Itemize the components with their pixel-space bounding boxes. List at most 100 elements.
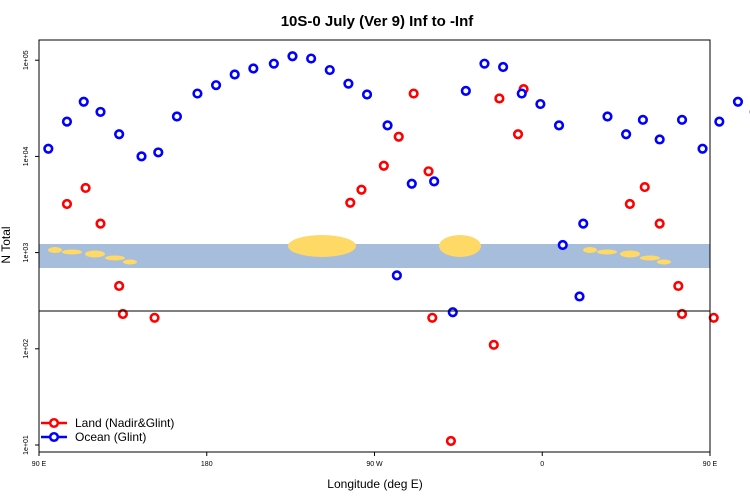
data-point [382, 120, 393, 131]
data-point [149, 312, 160, 323]
data-point [95, 106, 106, 118]
data-point [516, 88, 527, 99]
landmass-shape [657, 259, 671, 265]
ocean-series [43, 51, 750, 318]
data-point [361, 89, 373, 100]
data-point [406, 178, 417, 189]
data-point [535, 98, 546, 110]
plot-frame [38, 39, 711, 453]
data-point [621, 129, 632, 140]
x-tick-label: 0 [540, 461, 544, 468]
data-point [80, 182, 91, 194]
landmass-shape [48, 247, 62, 253]
data-point [192, 88, 203, 99]
x-tick-label: 90 W [366, 461, 383, 468]
world-map-strip [39, 235, 710, 268]
data-point [732, 96, 744, 107]
landmass-shape [439, 235, 481, 257]
landmass-shape [62, 249, 82, 255]
data-point [714, 116, 725, 127]
data-point [429, 176, 440, 187]
data-point [479, 58, 490, 69]
data-point [171, 111, 183, 122]
data-point [356, 184, 367, 195]
y-axis-label: N Total [0, 226, 13, 263]
data-point [114, 280, 125, 292]
data-point [498, 61, 509, 73]
data-point [654, 134, 665, 145]
data-point [637, 114, 649, 125]
data-point [708, 312, 719, 323]
data-point [639, 181, 650, 193]
data-point [427, 312, 438, 323]
x-tick-label: 180 [201, 461, 213, 468]
legend-marker [48, 431, 60, 443]
data-point [676, 114, 688, 125]
data-point [268, 58, 279, 69]
data-points [43, 51, 750, 447]
landmass-shape [288, 235, 356, 257]
legend-label: Land (Nadir&Glint) [75, 416, 174, 430]
data-point [624, 198, 635, 210]
data-point [229, 69, 240, 80]
data-point [423, 166, 434, 177]
data-point [602, 111, 613, 122]
data-point [408, 88, 419, 99]
data-point [61, 116, 73, 127]
data-point [391, 270, 402, 281]
data-point [114, 129, 125, 140]
data-point [345, 197, 356, 208]
data-point [697, 143, 708, 154]
data-point [553, 120, 565, 131]
data-point [287, 51, 298, 62]
data-point [447, 307, 458, 318]
data-point [153, 147, 164, 158]
x-tick-label: 90 E [32, 461, 47, 468]
landmass-shape [105, 255, 125, 261]
landmass-shape [123, 259, 137, 265]
chart-title: 10S-0 July (Ver 9) Inf to -Inf [281, 13, 475, 30]
legend-label: Ocean (Glint) [75, 430, 146, 444]
y-tick-label: 1e+01 [23, 435, 30, 455]
data-point [61, 198, 73, 210]
data-point [676, 308, 688, 320]
data-point [136, 151, 147, 162]
data-point [306, 53, 317, 64]
data-point [673, 280, 684, 292]
data-point [393, 131, 404, 142]
x-axis-label: Longitude (deg E) [327, 477, 422, 491]
data-point [324, 64, 335, 76]
data-point [578, 218, 589, 229]
landmass-shape [620, 250, 640, 258]
data-point [343, 78, 354, 89]
data-point [460, 85, 471, 96]
data-point [95, 218, 106, 229]
land-series [61, 84, 719, 447]
y-tick-label: 1e+02 [23, 339, 30, 359]
data-point [43, 143, 54, 154]
data-point [654, 218, 665, 229]
ocean-band [39, 244, 710, 268]
y-tick-label: 1e+04 [23, 146, 30, 166]
x-axis: 90 E 180 90 W 0 90 E [32, 452, 718, 468]
data-point [574, 291, 585, 302]
data-point [494, 93, 505, 104]
landmass-shape [85, 250, 105, 258]
y-tick-label: 1e+03 [23, 243, 30, 263]
data-point [210, 80, 222, 91]
data-point [488, 339, 499, 350]
legend-marker [48, 417, 60, 429]
landmass-shape [597, 249, 617, 255]
landmass-shape [640, 255, 660, 261]
x-tick-label: 90 E [703, 461, 718, 468]
data-point [557, 239, 568, 251]
data-point [378, 160, 389, 171]
y-axis: 1e+01 1e+02 1e+03 1e+04 1e+05 [23, 50, 39, 455]
legend: Land (Nadir&Glint)Ocean (Glint) [41, 416, 174, 444]
data-point [445, 435, 457, 447]
data-point [248, 63, 259, 74]
data-point [512, 129, 524, 140]
data-point [78, 96, 89, 107]
y-tick-label: 1e+05 [23, 50, 30, 70]
